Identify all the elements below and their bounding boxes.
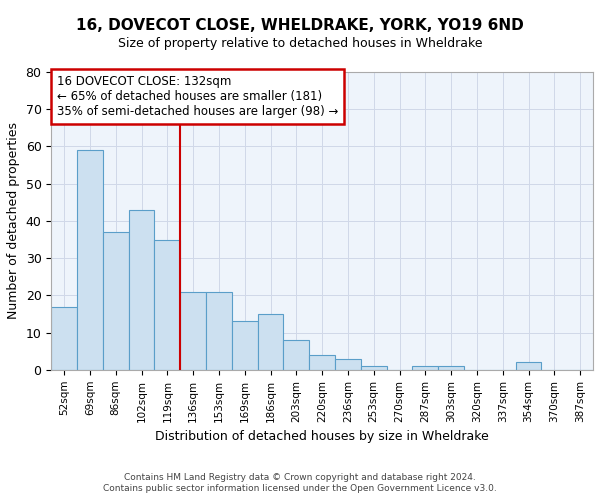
Bar — [103, 232, 128, 370]
Text: 16, DOVECOT CLOSE, WHELDRAKE, YORK, YO19 6ND: 16, DOVECOT CLOSE, WHELDRAKE, YORK, YO19… — [76, 18, 524, 32]
Bar — [515, 362, 541, 370]
Bar — [154, 240, 180, 370]
Bar — [128, 210, 154, 370]
Bar — [309, 355, 335, 370]
Text: Contains HM Land Registry data © Crown copyright and database right 2024.: Contains HM Land Registry data © Crown c… — [124, 472, 476, 482]
Bar — [232, 322, 257, 370]
Text: 16 DOVECOT CLOSE: 132sqm
← 65% of detached houses are smaller (181)
35% of semi-: 16 DOVECOT CLOSE: 132sqm ← 65% of detach… — [56, 75, 338, 118]
Bar — [438, 366, 464, 370]
Bar — [361, 366, 386, 370]
Text: Contains public sector information licensed under the Open Government Licence v3: Contains public sector information licen… — [103, 484, 497, 493]
Bar — [206, 292, 232, 370]
Text: Size of property relative to detached houses in Wheldrake: Size of property relative to detached ho… — [118, 38, 482, 51]
Bar — [77, 150, 103, 370]
Y-axis label: Number of detached properties: Number of detached properties — [7, 122, 20, 320]
Bar — [335, 358, 361, 370]
Bar — [412, 366, 438, 370]
Bar — [257, 314, 283, 370]
Bar — [180, 292, 206, 370]
Bar — [51, 306, 77, 370]
Bar — [283, 340, 309, 370]
X-axis label: Distribution of detached houses by size in Wheldrake: Distribution of detached houses by size … — [155, 430, 489, 443]
